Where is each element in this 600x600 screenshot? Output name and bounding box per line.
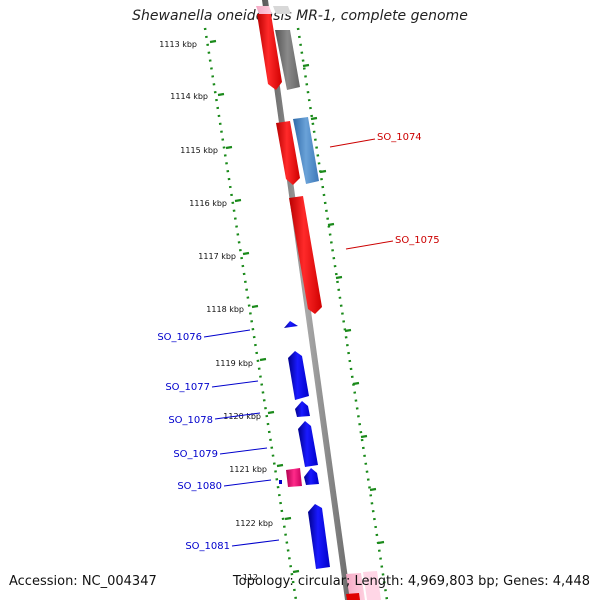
gene-arrow-red-bottom	[346, 593, 360, 600]
gene-arrow-blue-1	[284, 321, 298, 328]
genome-summary-text: Topology: circular; Length: 4,969,803 bp…	[232, 574, 590, 589]
tick-mark	[276, 463, 284, 468]
leader-so-1078	[214, 412, 261, 420]
gene-arrow-blue-2	[288, 351, 309, 400]
tick-mark	[267, 410, 275, 415]
gene-label-so-1074: SO_1074	[377, 132, 422, 143]
tick-label: 112	[243, 573, 258, 582]
leader-so-1076	[203, 329, 251, 338]
tick-label: 1114 kbp	[170, 92, 208, 101]
tick-mark	[284, 516, 292, 521]
gene-arrow-blue-5	[304, 468, 319, 485]
tick-mark	[259, 357, 267, 362]
tick-mark	[251, 304, 259, 309]
tick-mark	[327, 222, 335, 227]
tick-mark	[377, 540, 385, 545]
gene-arrow-red-2	[276, 121, 300, 185]
tick-label: 1119 kbp	[215, 359, 253, 368]
tick-mark	[335, 275, 343, 280]
gene-arrow-blue-6	[308, 504, 330, 569]
tick-mark	[209, 39, 217, 44]
tick-mark	[242, 251, 250, 256]
accession-text: Accession: NC_004347	[9, 574, 157, 589]
gene-arrow-grey-1	[275, 30, 300, 90]
tick-mark	[352, 381, 360, 386]
gene-label-so-1081: SO_1081	[185, 541, 230, 552]
gene-label-so-1077: SO_1077	[165, 382, 210, 393]
tick-mark	[302, 63, 310, 68]
tick-label: 1117 kbp	[198, 252, 236, 261]
reverse-features	[279, 321, 330, 569]
gene-arrow-red-1	[257, 14, 282, 90]
gene-arrow-steelblue	[293, 117, 319, 184]
map-title: Shewanella oneidensis MR-1, complete gen…	[132, 8, 468, 24]
gene-arrow-pink-bottom	[346, 573, 365, 600]
leader-so-1075	[345, 240, 394, 250]
tick-label: 1118 kbp	[206, 305, 244, 314]
scale-ticks	[209, 39, 385, 574]
leader-so-1081	[231, 539, 280, 547]
tick-mark	[217, 92, 225, 97]
gene-label-so-1080: SO_1080	[177, 481, 222, 492]
tick-label: 1120 kbp	[223, 412, 261, 421]
leader-so-1079	[219, 447, 268, 455]
gene-label-so-1078: SO_1078	[168, 415, 213, 426]
leader-so-1077	[211, 380, 259, 388]
gene-arrow-pink-bottom-2	[363, 571, 381, 600]
tick-mark	[225, 145, 233, 150]
gene-arrow-blue-4	[298, 421, 318, 467]
tick-label: 1116 kbp	[189, 199, 227, 208]
outer-scale-ring	[296, 27, 389, 600]
gene-mark-small	[279, 480, 282, 484]
tick-mark	[319, 169, 327, 174]
gene-label-so-1079: SO_1079	[173, 449, 218, 460]
gene-arrow-blue-3	[295, 401, 310, 417]
inner-scale-ring	[203, 27, 298, 600]
gene-arrow-pink-top	[256, 6, 272, 14]
gene-arrow-grey-top	[273, 6, 291, 14]
tick-label: 1115 kbp	[180, 146, 218, 155]
tick-mark	[234, 198, 242, 203]
tick-mark	[292, 569, 300, 574]
tick-mark	[310, 116, 318, 121]
tick-mark	[344, 328, 352, 333]
tick-label: 1121 kbp	[229, 465, 267, 474]
tick-label: 1113 kbp	[159, 40, 197, 49]
tick-mark	[369, 487, 377, 492]
tick-label: 1122 kbp	[235, 519, 273, 528]
leader-so-1074	[329, 138, 376, 148]
gene-label-so-1075: SO_1075	[395, 235, 440, 246]
leader-so-1080	[223, 479, 272, 487]
tick-mark	[360, 434, 368, 439]
gene-label-so-1076: SO_1076	[157, 332, 202, 343]
forward-features	[256, 6, 381, 600]
gene-arrow-red-3	[289, 196, 322, 314]
gene-arrow-magenta	[286, 468, 302, 487]
